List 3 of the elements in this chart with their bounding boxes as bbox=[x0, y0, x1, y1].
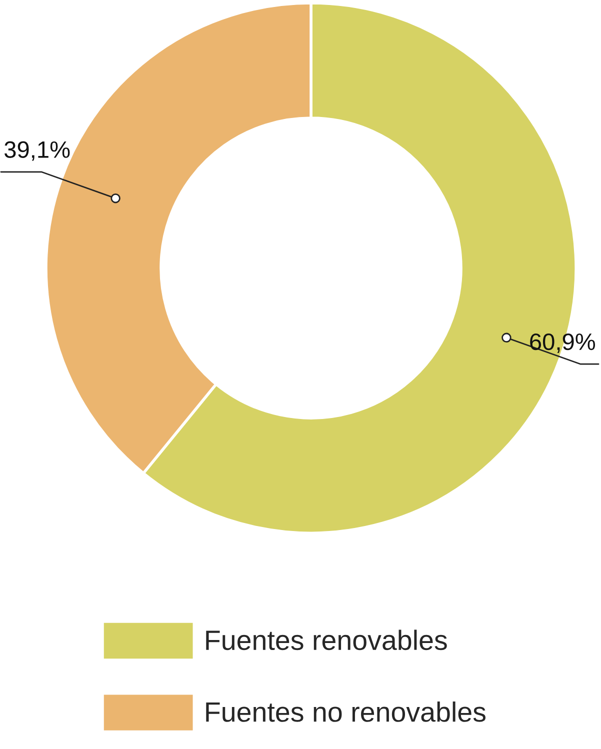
data-label: 39,1% bbox=[4, 141, 70, 161]
legend-label: Fuentes no renovables bbox=[206, 702, 486, 722]
legend-label: Fuentes renovables bbox=[206, 630, 447, 650]
